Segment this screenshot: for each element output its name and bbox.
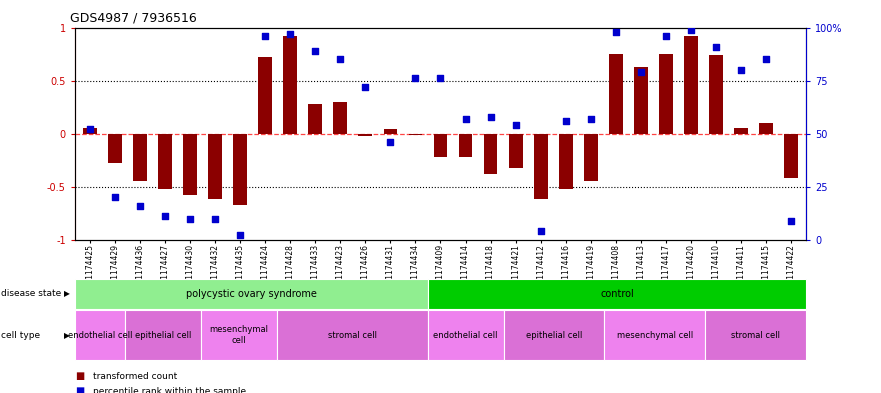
Bar	[409, 134, 422, 135]
Text: endothelial cell: endothelial cell	[433, 331, 498, 340]
Bar	[284, 36, 297, 134]
Point	[559, 118, 573, 124]
Point	[333, 56, 347, 62]
Bar	[383, 129, 397, 134]
Bar	[183, 134, 197, 195]
Point	[158, 213, 172, 220]
Point	[759, 56, 774, 62]
Bar	[359, 134, 373, 136]
Bar	[333, 102, 347, 134]
Point	[534, 228, 548, 234]
Point	[183, 215, 197, 222]
Text: mesenchymal cell: mesenchymal cell	[617, 331, 693, 340]
Text: mesenchymal
cell: mesenchymal cell	[210, 325, 269, 345]
Text: cell type: cell type	[1, 331, 40, 340]
Point	[208, 215, 222, 222]
Point	[784, 217, 798, 224]
Bar	[659, 54, 673, 134]
Point	[433, 75, 448, 82]
Bar	[604, 310, 706, 360]
Bar	[308, 104, 322, 134]
Text: polycystic ovary syndrome: polycystic ovary syndrome	[186, 289, 317, 299]
Text: stromal cell: stromal cell	[328, 331, 377, 340]
Bar	[433, 134, 448, 157]
Point	[283, 31, 297, 37]
Point	[409, 75, 423, 82]
Text: percentile rank within the sample: percentile rank within the sample	[93, 387, 246, 393]
Bar	[208, 134, 222, 199]
Bar	[684, 36, 698, 134]
Point	[508, 122, 522, 128]
Point	[359, 84, 373, 90]
Text: ▶: ▶	[64, 331, 70, 340]
Bar	[201, 310, 277, 360]
Point	[107, 194, 122, 200]
Bar	[83, 128, 97, 134]
Bar	[258, 57, 272, 134]
Bar	[534, 134, 548, 199]
Point	[633, 69, 648, 75]
Point	[83, 126, 97, 132]
Point	[233, 232, 248, 239]
Bar	[75, 279, 428, 309]
Text: ▶: ▶	[64, 289, 70, 298]
Bar	[734, 128, 748, 134]
Point	[584, 116, 598, 122]
Bar	[75, 310, 125, 360]
Point	[383, 139, 397, 145]
Bar	[428, 310, 504, 360]
Bar	[559, 134, 573, 189]
Point	[458, 116, 472, 122]
Bar	[784, 134, 798, 178]
Text: disease state: disease state	[1, 289, 61, 298]
Text: epithelial cell: epithelial cell	[526, 331, 582, 340]
Point	[133, 203, 147, 209]
Bar	[706, 310, 806, 360]
Point	[609, 29, 623, 35]
Text: ■: ■	[75, 386, 84, 393]
Bar	[459, 134, 472, 157]
Text: control: control	[600, 289, 633, 299]
Bar	[609, 54, 623, 134]
Text: transformed count: transformed count	[93, 372, 177, 381]
Text: epithelial cell: epithelial cell	[135, 331, 191, 340]
Text: endothelial cell: endothelial cell	[68, 331, 132, 340]
Text: stromal cell: stromal cell	[731, 331, 781, 340]
Text: ■: ■	[75, 371, 84, 382]
Bar	[133, 134, 147, 181]
Bar	[277, 310, 428, 360]
Bar	[508, 134, 522, 167]
Bar	[584, 134, 597, 181]
Bar	[709, 55, 722, 134]
Point	[709, 44, 723, 50]
Point	[684, 26, 698, 33]
Bar	[108, 134, 122, 163]
Bar	[759, 123, 773, 134]
Bar	[125, 310, 201, 360]
Text: GDS4987 / 7936516: GDS4987 / 7936516	[70, 12, 197, 25]
Point	[659, 33, 673, 39]
Bar	[428, 279, 806, 309]
Bar	[634, 67, 648, 134]
Point	[308, 48, 322, 54]
Bar	[504, 310, 604, 360]
Point	[734, 67, 748, 73]
Point	[484, 114, 498, 120]
Point	[258, 33, 272, 39]
Bar	[484, 134, 498, 174]
Bar	[233, 134, 247, 205]
Bar	[159, 134, 172, 189]
